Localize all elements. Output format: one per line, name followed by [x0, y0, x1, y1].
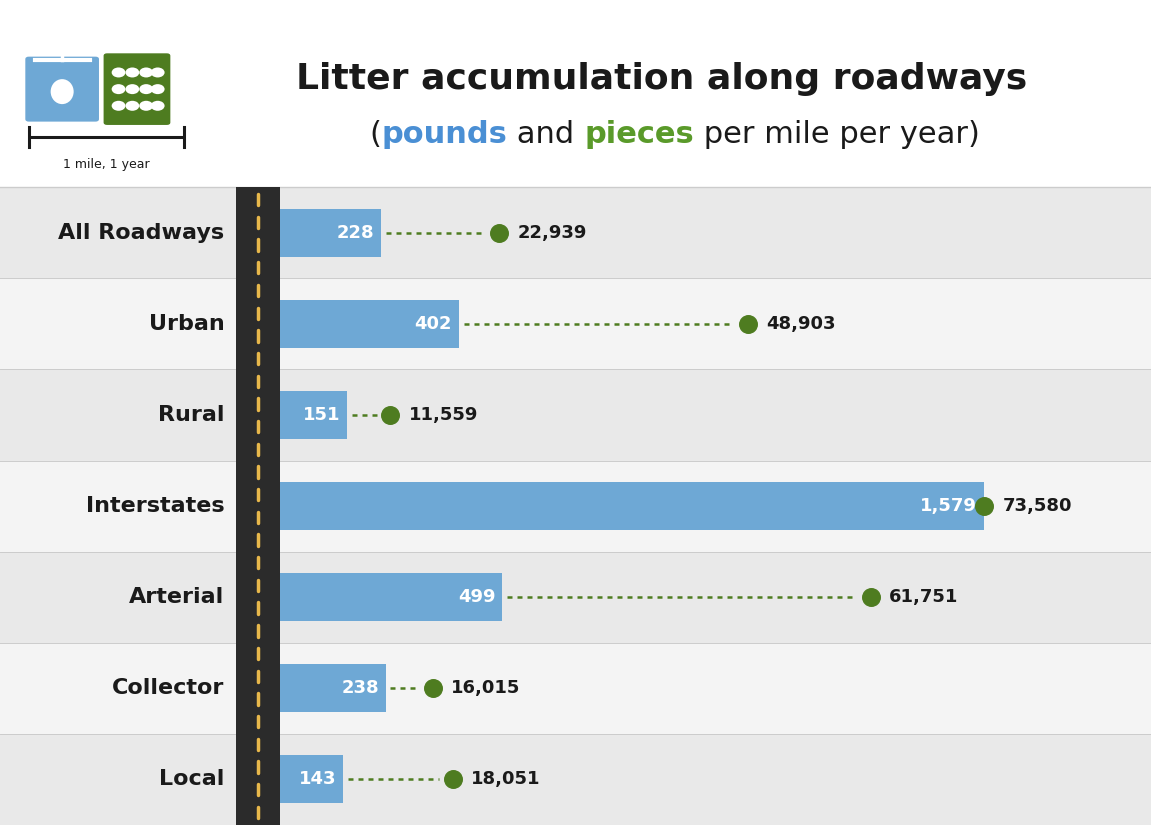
FancyBboxPatch shape: [104, 53, 170, 125]
Text: Rural: Rural: [158, 405, 224, 425]
Text: 22,939: 22,939: [518, 224, 587, 242]
Bar: [280, 665, 386, 711]
Bar: [0, 278, 1151, 370]
Bar: [0, 551, 1151, 642]
Point: [381, 408, 399, 421]
Text: 16,015: 16,015: [451, 679, 520, 697]
Text: 11,559: 11,559: [409, 406, 478, 424]
Circle shape: [112, 67, 125, 77]
Point: [975, 500, 993, 513]
Circle shape: [125, 67, 139, 77]
Point: [443, 772, 462, 786]
Text: and: and: [508, 121, 585, 149]
Point: [490, 227, 509, 240]
Text: Urban: Urban: [148, 314, 224, 334]
Text: Arterial: Arterial: [129, 587, 224, 607]
Text: 73,580: 73,580: [1003, 497, 1072, 515]
Bar: [0, 0, 1151, 187]
Bar: [0, 370, 1151, 461]
Bar: [0, 642, 1151, 734]
Text: 1,579: 1,579: [921, 497, 977, 515]
Text: 143: 143: [299, 771, 336, 788]
Text: Interstates: Interstates: [86, 496, 224, 516]
Bar: [0, 734, 1151, 825]
Text: (: (: [369, 121, 381, 149]
Text: 238: 238: [342, 679, 379, 697]
FancyBboxPatch shape: [25, 57, 99, 122]
Text: All Roadways: All Roadways: [59, 223, 224, 243]
Circle shape: [151, 84, 165, 94]
Circle shape: [112, 84, 125, 94]
Text: pieces: pieces: [585, 121, 694, 149]
Bar: [280, 209, 381, 257]
Bar: [0, 187, 1151, 278]
Ellipse shape: [51, 79, 74, 104]
Text: 499: 499: [458, 588, 495, 606]
Text: per mile per year): per mile per year): [694, 121, 980, 149]
Point: [862, 591, 881, 604]
Circle shape: [151, 67, 165, 77]
Bar: [280, 301, 459, 347]
Text: 61,751: 61,751: [890, 588, 959, 606]
Bar: [280, 573, 502, 621]
Circle shape: [125, 84, 139, 94]
Circle shape: [139, 84, 153, 94]
Bar: [280, 756, 343, 803]
Bar: [280, 482, 984, 530]
Text: 151: 151: [303, 406, 341, 424]
Point: [424, 681, 442, 695]
Circle shape: [112, 101, 125, 111]
Text: 1 mile, 1 year: 1 mile, 1 year: [63, 157, 150, 171]
Text: 18,051: 18,051: [471, 771, 541, 788]
Circle shape: [151, 101, 165, 111]
Point: [739, 317, 757, 331]
Circle shape: [139, 67, 153, 77]
Circle shape: [125, 101, 139, 111]
Bar: [0, 461, 1151, 551]
Text: pounds: pounds: [381, 121, 508, 149]
Circle shape: [139, 101, 153, 111]
Text: Local: Local: [159, 769, 224, 789]
Text: 48,903: 48,903: [767, 315, 836, 333]
Text: Litter accumulation along roadways: Litter accumulation along roadways: [296, 62, 1028, 96]
Bar: [236, 187, 280, 825]
Bar: [280, 392, 348, 439]
Text: 228: 228: [337, 224, 374, 242]
Text: Collector: Collector: [112, 678, 224, 698]
Text: 402: 402: [414, 315, 452, 333]
